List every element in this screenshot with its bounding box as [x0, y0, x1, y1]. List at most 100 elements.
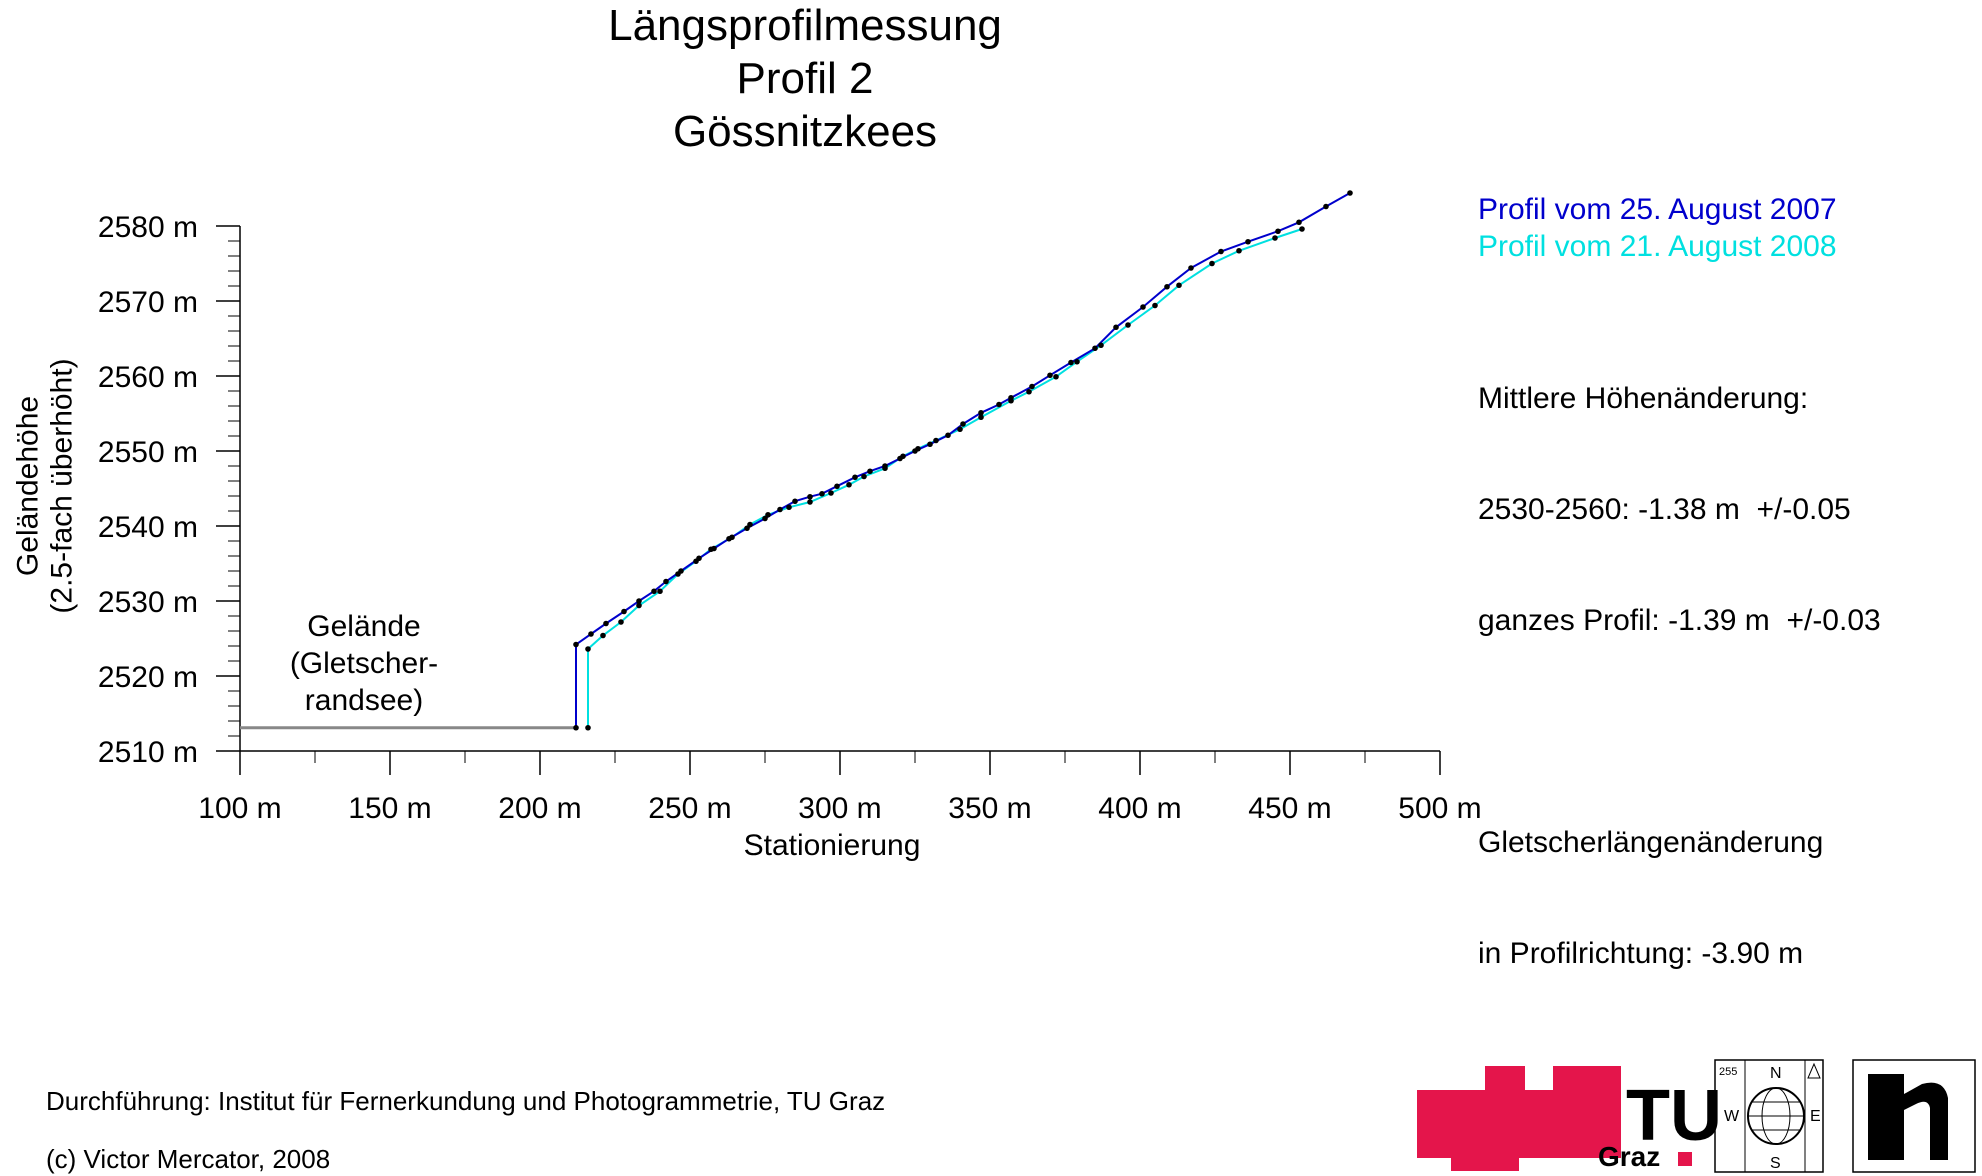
data-point — [621, 608, 627, 615]
y-tick-label: 2580 m — [98, 211, 198, 244]
title-line-2: Profil 2 — [737, 54, 874, 103]
x-tick-label: 450 m — [1248, 792, 1331, 825]
data-point — [585, 724, 591, 731]
data-point — [618, 619, 624, 625]
data-point — [1152, 302, 1158, 309]
series-line-1 — [587, 228, 1303, 728]
terrain-note-line-1: Gelände — [307, 610, 420, 643]
data-point — [1299, 226, 1305, 232]
title-line-3: Gössnitzkees — [673, 107, 937, 156]
data-point — [792, 498, 798, 505]
data-point — [1188, 265, 1194, 271]
data-point — [1008, 394, 1014, 401]
data-point — [1218, 248, 1224, 255]
x-tick-label: 150 m — [348, 792, 431, 825]
mean-change-range: 2530-2560: -1.38 m +/-0.05 — [1478, 493, 1851, 526]
data-point — [711, 545, 717, 552]
data-point — [1098, 342, 1104, 349]
data-point — [573, 724, 579, 731]
data-point — [1275, 228, 1281, 235]
data-point — [1068, 359, 1074, 366]
data-point — [762, 515, 768, 522]
data-point — [957, 426, 963, 433]
data-point — [807, 499, 813, 505]
tu-graz-logo: TU Graz — [1417, 1066, 1722, 1172]
data-point — [588, 631, 594, 637]
x-tick-label: 400 m — [1098, 792, 1181, 825]
compass-south: S — [1770, 1155, 1781, 1172]
data-point — [1092, 345, 1098, 352]
data-point — [765, 511, 771, 518]
data-point — [585, 646, 591, 652]
data-point — [960, 421, 966, 427]
legend-entry-2008: Profil vom 21. August 2008 — [1478, 230, 1837, 263]
data-point — [1047, 372, 1053, 379]
data-point — [636, 598, 642, 604]
data-point — [726, 535, 732, 542]
data-point — [600, 632, 606, 639]
data-point — [1026, 388, 1032, 395]
y-tick-label: 2550 m — [98, 436, 198, 469]
data-point — [1053, 373, 1059, 380]
data-point — [1164, 283, 1170, 290]
data-point — [1029, 383, 1035, 390]
data-point — [603, 620, 609, 627]
terrain-note-line-2: (Gletscher- — [290, 647, 438, 680]
compass-east: E — [1810, 1108, 1821, 1125]
mean-change-profile: ganzes Profil: -1.39 m +/-0.03 — [1478, 604, 1881, 637]
tu-graz-letters: TU — [1626, 1076, 1722, 1156]
data-point — [1272, 235, 1278, 241]
data-point — [882, 463, 888, 469]
x-axis-label: Stationierung — [744, 829, 921, 862]
x-tick-label: 250 m — [648, 792, 731, 825]
data-point — [1323, 203, 1329, 210]
data-point — [852, 474, 858, 481]
data-point — [867, 468, 873, 475]
y-axis-label-line-2: (2.5-fach überhöht) — [46, 358, 79, 613]
x-tick-label: 350 m — [948, 792, 1031, 825]
data-point — [663, 578, 669, 585]
compass-west: W — [1724, 1108, 1740, 1125]
data-point — [744, 525, 750, 532]
length-change-heading: Gletscherlängenänderung — [1478, 826, 1824, 859]
data-point — [786, 504, 792, 511]
data-point — [1296, 219, 1302, 226]
legend-entry-2007: Profil vom 25. August 2007 — [1478, 193, 1837, 226]
series-line-0 — [575, 192, 1351, 728]
x-tick-label: 200 m — [498, 792, 581, 825]
data-point — [777, 506, 783, 513]
data-point — [1125, 322, 1131, 328]
data-point — [933, 437, 939, 444]
data-point — [696, 555, 702, 562]
data-point — [747, 521, 753, 528]
university-emblem — [1852, 1059, 1976, 1173]
title-line-1: Längsprofilmessung — [608, 1, 1002, 50]
footer-copyright: (c) Victor Mercator, 2008 — [46, 1144, 331, 1174]
tu-graz-pixel-mark — [1417, 1066, 1621, 1171]
terrain-annotation: Gelände (Gletscher- randsee) — [290, 610, 438, 717]
data-point — [1113, 324, 1119, 331]
data-point — [828, 490, 834, 496]
data-point — [978, 414, 984, 421]
footer-credit: Durchführung: Institut für Fernerkundung… — [46, 1086, 886, 1116]
y-tick-label: 2520 m — [98, 661, 198, 694]
chart-title: Längsprofilmessung Profil 2 Gössnitzkees — [608, 1, 1002, 156]
terrain-note-line-3: randsee) — [305, 684, 423, 717]
info-block: Mittlere Höhenänderung: 2530-2560: -1.38… — [1478, 306, 1881, 1009]
data-point — [573, 641, 579, 648]
data-point — [1245, 238, 1251, 245]
y-axis-label: Geländehöhe (2.5-fach überhöht) — [12, 358, 79, 613]
data-point — [636, 602, 642, 609]
y-tick-label: 2540 m — [98, 511, 198, 544]
y-tick-label: 2560 m — [98, 361, 198, 394]
tu-graz-city: Graz — [1598, 1141, 1660, 1172]
mean-change-heading: Mittlere Höhenänderung: — [1478, 382, 1809, 415]
compass-code: 255 — [1719, 1066, 1737, 1078]
data-point — [897, 455, 903, 462]
data-point — [1176, 282, 1182, 289]
x-tick-label: 300 m — [798, 792, 881, 825]
data-point — [1140, 304, 1146, 310]
data-point — [651, 588, 657, 595]
data-point — [1209, 260, 1215, 267]
